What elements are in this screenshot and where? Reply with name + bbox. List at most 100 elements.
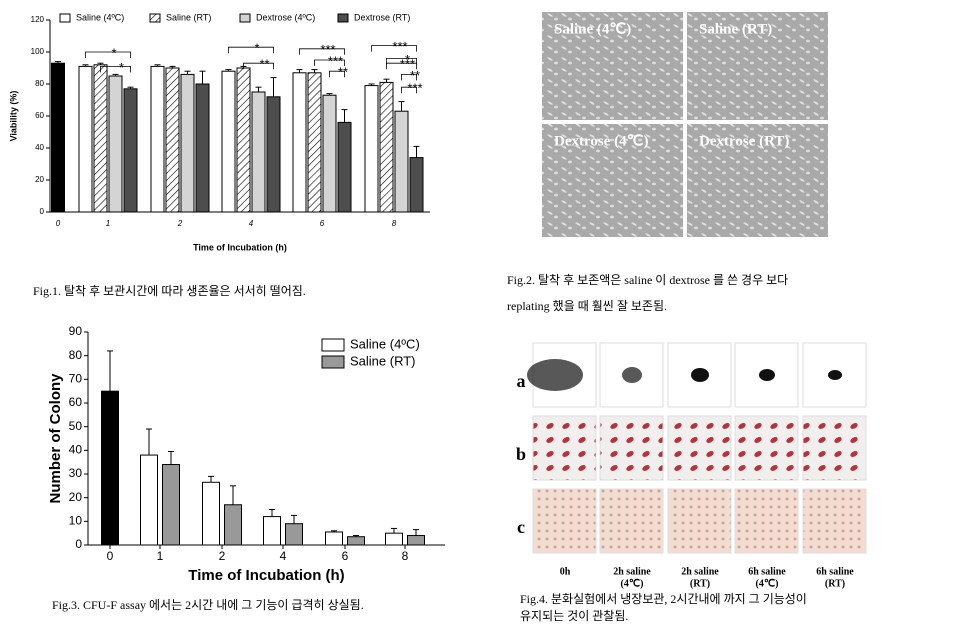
x-tick-label: 1 — [157, 549, 164, 563]
column-label: 0h — [560, 566, 571, 577]
column-label: 6h saline — [816, 566, 854, 577]
significance-bracket — [401, 74, 417, 81]
bar — [123, 88, 138, 213]
bar — [195, 83, 210, 213]
micrograph — [532, 488, 597, 554]
x-tick-label: 2 — [219, 549, 226, 563]
x-tick-label: 2 — [177, 219, 183, 228]
x-tick-label: 6 — [320, 219, 325, 228]
significance-bracket — [314, 59, 345, 66]
legend-label: Dextrose (4ºC) — [256, 12, 315, 22]
y-tick-label: 70 — [69, 372, 83, 386]
image-label: Saline (RT) — [699, 21, 772, 37]
legend-label: Saline (4ºC) — [76, 12, 124, 22]
significance-label: * — [119, 60, 124, 75]
y-tick-label: 40 — [35, 143, 44, 152]
significance-label: *** — [400, 57, 415, 72]
legend-swatch — [321, 338, 345, 352]
image-label: Dextrose (RT) — [699, 133, 789, 149]
micrograph — [734, 488, 799, 554]
x-tick-label: 0 — [107, 549, 114, 563]
x-tick-label: 6 — [342, 549, 349, 563]
row-label: b — [516, 444, 526, 464]
y-tick-label: 60 — [69, 395, 83, 409]
significance-label: * — [254, 41, 259, 56]
bar — [101, 390, 119, 546]
y-tick-label: 0 — [40, 207, 45, 216]
significance-bracket — [386, 62, 417, 70]
y-tick-label: 80 — [35, 79, 44, 88]
significance-bracket — [228, 46, 274, 54]
bar — [307, 72, 322, 213]
significance-label: *** — [407, 81, 422, 96]
stain-blob — [759, 369, 775, 381]
caption: replating 했을 때 훨씬 잘 보존됨. — [507, 299, 667, 313]
bar — [325, 531, 343, 546]
legend-swatch — [321, 355, 345, 369]
caption: Fig.4. 분화실험에서 냉장보관, 2시간내에 까지 그 기능성이 — [520, 592, 807, 606]
bar — [322, 94, 337, 213]
bar — [202, 481, 220, 546]
micrograph — [542, 124, 683, 237]
stain-blob — [691, 368, 709, 382]
bar — [180, 73, 195, 213]
image-label: Dextrose (4℃) — [554, 133, 648, 149]
column-label: (4℃) — [621, 578, 644, 589]
micrograph — [599, 488, 664, 554]
significance-label: *** — [328, 53, 343, 68]
column-label: 6h saline — [748, 566, 786, 577]
bar — [385, 532, 403, 546]
bar — [394, 110, 409, 213]
caption: Fig.1. 탈착 후 보관시간에 따라 생존율은 서서히 떨어짐. — [33, 284, 306, 298]
x-axis-label: Time of Incubation (h) — [193, 242, 287, 252]
legend-swatch — [149, 13, 161, 23]
y-axis-label: Viability (%) — [8, 91, 18, 142]
y-tick-label: 30 — [69, 466, 83, 480]
significance-label: ** — [338, 65, 348, 80]
caption: Fig.3. CFU-F assay 에서는 2시간 내에 그 기능이 급격히 … — [52, 598, 364, 612]
micrograph — [802, 415, 867, 481]
significance-bracket — [371, 45, 417, 52]
column-label: (RT) — [825, 578, 845, 589]
micrograph — [687, 12, 828, 120]
legend-swatch — [337, 13, 349, 23]
micrograph — [667, 488, 732, 554]
column-label: 2h saline — [613, 566, 651, 577]
y-tick-label: 10 — [69, 514, 83, 528]
bar — [364, 85, 379, 213]
significance-bracket — [329, 70, 345, 78]
y-tick-label: 60 — [35, 111, 44, 120]
x-tick-label: 4 — [249, 219, 254, 228]
bar — [140, 454, 158, 546]
significance-bracket — [243, 62, 274, 70]
x-tick-label: 0 — [56, 219, 61, 228]
column-label: (RT) — [690, 578, 710, 589]
significance-bracket — [386, 58, 417, 65]
caption: Fig.2. 탈착 후 보존액은 saline 이 dextrose 를 쓴 경… — [507, 273, 788, 287]
micrograph — [532, 415, 597, 481]
micrograph — [599, 415, 664, 481]
y-tick-label: 80 — [69, 348, 83, 362]
bar — [337, 121, 352, 213]
x-tick-label: 1 — [106, 219, 110, 228]
significance-label: *** — [320, 42, 335, 57]
x-tick-label: 8 — [392, 219, 397, 228]
significance-label: * — [111, 45, 116, 60]
row-label: c — [517, 517, 525, 537]
y-tick-label: 20 — [69, 490, 83, 504]
bar — [150, 65, 165, 213]
bar — [236, 67, 251, 213]
bar — [292, 72, 307, 213]
legend-label: Saline (4ºC) — [350, 336, 420, 351]
y-tick-label: 50 — [69, 419, 83, 433]
bar — [266, 96, 281, 213]
y-tick-label: 20 — [35, 175, 44, 184]
significance-label: ** — [410, 68, 420, 83]
bar — [51, 62, 65, 213]
significance-bracket — [85, 51, 131, 58]
bar — [407, 535, 425, 546]
y-tick-label: 40 — [69, 443, 83, 457]
bar — [108, 75, 123, 213]
